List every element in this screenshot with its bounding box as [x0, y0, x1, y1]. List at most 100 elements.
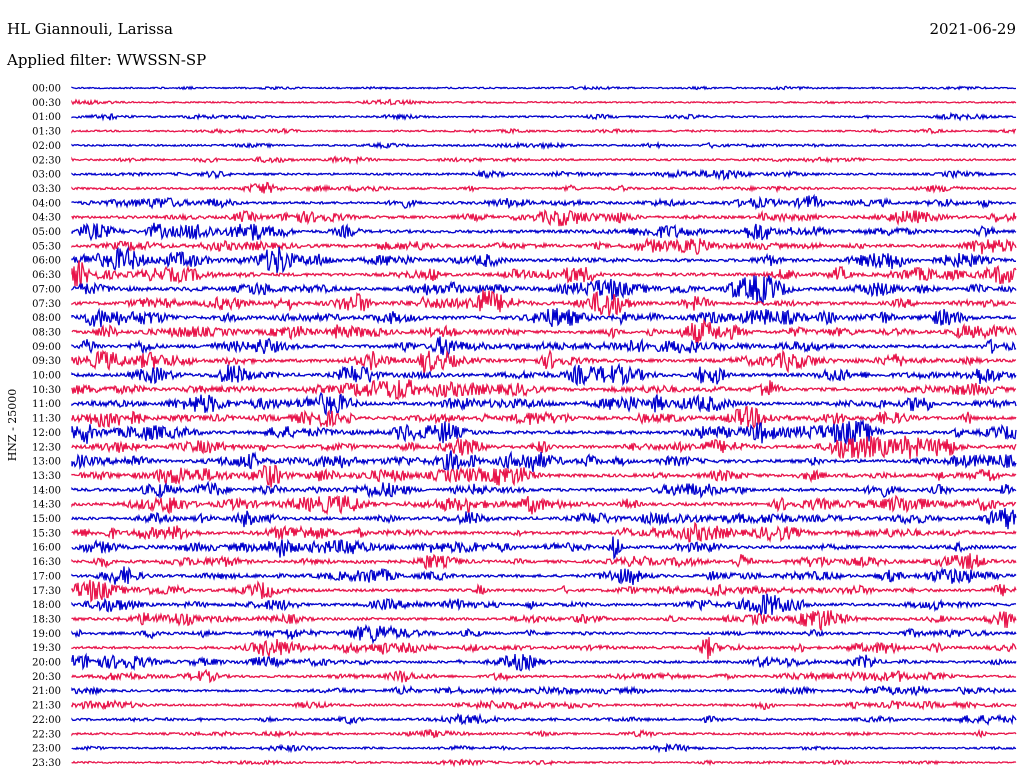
time-label: 11:30 [32, 414, 61, 425]
time-label: 07:30 [32, 299, 61, 310]
trace-line [71, 155, 1017, 165]
trace-line [71, 392, 1017, 417]
time-label: 00:00 [32, 84, 61, 95]
time-label: 23:30 [32, 758, 61, 769]
filter-label: Applied filter: WWSSN-SP [7, 51, 207, 69]
trace-line [71, 623, 1017, 645]
trace-line [71, 222, 1017, 242]
trace-line [71, 140, 1017, 150]
trace-line [71, 712, 1017, 726]
time-label: 13:00 [32, 457, 61, 468]
time-label: 09:30 [32, 356, 61, 367]
trace-line [71, 593, 1017, 616]
time-label: 20:30 [32, 672, 61, 683]
station-title: HL Giannouli, Larissa [7, 20, 173, 38]
time-label: 06:00 [32, 256, 61, 267]
trace-line [71, 237, 1017, 256]
time-label: 16:00 [32, 543, 61, 554]
time-label: 18:30 [32, 614, 61, 625]
trace-line [71, 193, 1017, 211]
trace-line [71, 758, 1017, 768]
trace-line [71, 728, 1017, 739]
trace-line [71, 336, 1017, 359]
trace-line [71, 536, 1017, 560]
time-label: 12:00 [32, 428, 61, 439]
time-label: 05:30 [32, 241, 61, 252]
time-label: 14:00 [32, 485, 61, 496]
time-label: 06:30 [32, 270, 61, 281]
time-label: 18:00 [32, 600, 61, 611]
time-label: 09:00 [32, 342, 61, 353]
time-label: 11:00 [32, 399, 61, 410]
time-label: 16:30 [32, 557, 61, 568]
time-label: 01:30 [32, 127, 61, 138]
trace-line [71, 379, 1017, 401]
channel-label: HNZ - 25000 [6, 389, 19, 462]
trace-line [71, 181, 1017, 194]
time-label: 21:00 [32, 686, 61, 697]
time-label: 17:30 [32, 586, 61, 597]
time-label: 15:00 [32, 514, 61, 525]
trace-line [71, 209, 1017, 227]
trace-line [71, 98, 1017, 106]
time-label: 10:30 [32, 385, 61, 396]
trace-line [71, 609, 1017, 631]
time-label: 10:00 [32, 371, 61, 382]
trace-line [71, 307, 1017, 328]
trace-line [71, 362, 1017, 387]
time-label: 08:30 [32, 327, 61, 338]
time-label: 22:30 [32, 729, 61, 740]
trace-line [71, 464, 1017, 488]
time-label: 05:00 [32, 227, 61, 238]
time-label: 15:30 [32, 528, 61, 539]
trace-date: 2021-06-29 [929, 20, 1016, 38]
time-label: 03:00 [32, 170, 61, 181]
time-label: 03:30 [32, 184, 61, 195]
time-label: 20:00 [32, 658, 61, 669]
trace-line [71, 480, 1017, 499]
trace-line [71, 508, 1017, 530]
time-label: 13:30 [32, 471, 61, 482]
time-label: 14:30 [32, 500, 61, 511]
trace-line [71, 450, 1017, 473]
time-label: 02:30 [32, 155, 61, 166]
time-label: 12:30 [32, 442, 61, 453]
trace-line [71, 699, 1017, 711]
trace-line [71, 435, 1017, 460]
time-label: 00:30 [32, 98, 61, 109]
time-label: 04:30 [32, 213, 61, 224]
trace-line [71, 637, 1017, 660]
trace-line [71, 742, 1017, 754]
time-label: 04:00 [32, 198, 61, 209]
trace-line [71, 318, 1017, 344]
trace-line [71, 521, 1017, 543]
trace-line [71, 684, 1017, 697]
trace-line [71, 111, 1017, 122]
trace-line [71, 260, 1017, 287]
time-label: 07:00 [32, 284, 61, 295]
trace-line [71, 494, 1017, 516]
trace-line [71, 566, 1017, 585]
trace-line [71, 348, 1016, 375]
time-label: 01:00 [32, 112, 61, 123]
time-label: 17:00 [32, 571, 61, 582]
time-label: 19:00 [32, 629, 61, 640]
time-label: 08:00 [32, 313, 61, 324]
trace-line [71, 127, 1017, 136]
time-label: 02:00 [32, 141, 61, 152]
trace-line [71, 579, 1017, 603]
trace-line [71, 668, 1017, 684]
trace-line [71, 168, 1017, 182]
trace-rows: 00:00 00:30 01:00 01:30 02:00 02:30 03:00 03:30… [32, 84, 1017, 769]
time-label: 23:00 [32, 744, 61, 755]
trace-line [71, 245, 1017, 274]
time-label: 19:30 [32, 643, 61, 654]
trace-line [71, 418, 1017, 446]
trace-line [71, 405, 1017, 430]
trace-line [71, 652, 1017, 672]
trace-line [71, 289, 1017, 317]
trace-line [71, 84, 1016, 91]
trace-line [71, 275, 1017, 305]
trace-line [71, 553, 1017, 571]
